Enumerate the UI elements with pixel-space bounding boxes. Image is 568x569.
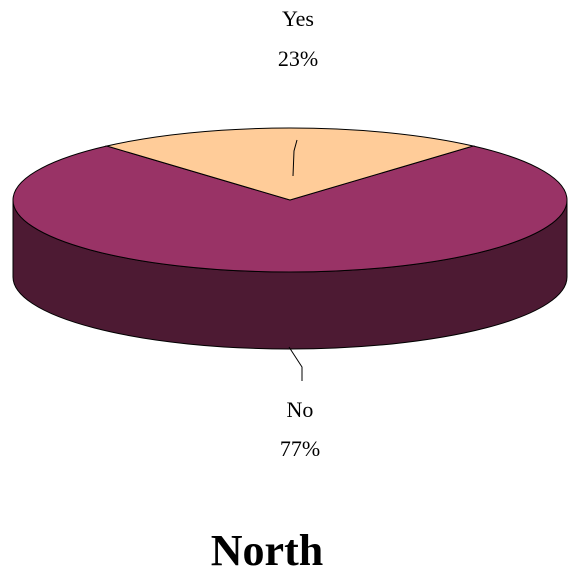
leader-line-no: [288, 346, 303, 381]
data-label-no-name: No: [287, 397, 314, 422]
pie-slice-yes: [104, 127, 476, 201]
pie-slice-no: [12, 145, 568, 273]
data-label-yes-pct: 23%: [278, 46, 318, 71]
chart-title: North: [211, 526, 323, 569]
data-label-yes-name: Yes: [282, 6, 314, 31]
data-label-no-pct: 77%: [280, 436, 320, 461]
leader-line-yes: [292, 139, 298, 177]
